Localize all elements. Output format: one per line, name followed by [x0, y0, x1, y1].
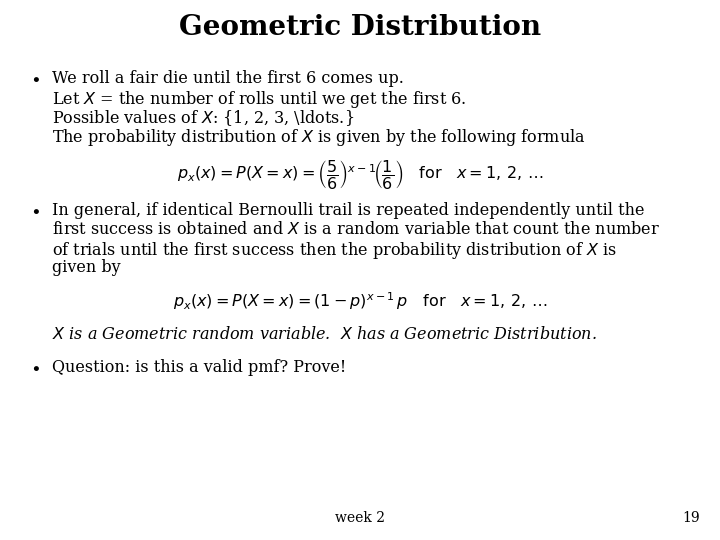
Text: of trials until the first success then the probability distribution of $X$ is: of trials until the first success then t… — [52, 240, 616, 261]
Text: week 2: week 2 — [335, 511, 385, 525]
Text: Let $X$ = the number of rolls until we get the first 6.: Let $X$ = the number of rolls until we g… — [52, 89, 467, 110]
Text: Question: is this a valid pmf? Prove!: Question: is this a valid pmf? Prove! — [52, 359, 346, 376]
Text: first success is obtained and $X$ is a random variable that count the number: first success is obtained and $X$ is a r… — [52, 221, 660, 238]
Text: $\bullet$: $\bullet$ — [30, 70, 40, 87]
Text: Geometric Distribution: Geometric Distribution — [179, 14, 541, 41]
Text: We roll a fair die until the first 6 comes up.: We roll a fair die until the first 6 com… — [52, 70, 404, 87]
Text: $p_x(x) = P(X=x) = \left(\dfrac{5}{6}\right)^{x-1}\!\left(\dfrac{1}{6}\right)$$\: $p_x(x) = P(X=x) = \left(\dfrac{5}{6}\ri… — [176, 158, 544, 191]
Text: In general, if identical Bernoulli trail is repeated independently until the: In general, if identical Bernoulli trail… — [52, 202, 644, 219]
Text: The probability distribution of $X$ is given by the following formula: The probability distribution of $X$ is g… — [52, 127, 585, 148]
Text: $\bullet$: $\bullet$ — [30, 359, 40, 376]
Text: $\bullet$: $\bullet$ — [30, 202, 40, 219]
Text: given by: given by — [52, 259, 121, 276]
Text: 19: 19 — [683, 511, 700, 525]
Text: Possible values of $X$: {1, 2, 3, \ldots.}: Possible values of $X$: {1, 2, 3, \ldots… — [52, 108, 354, 128]
Text: $p_x(x) = P(X=x) = (1-p)^{x-1}\, p$$\quad \mathrm{for} \quad x = 1,\, 2,\, \ldot: $p_x(x) = P(X=x) = (1-p)^{x-1}\, p$$\qua… — [173, 290, 547, 312]
Text: $X$ is a Geometric random variable.  $X$ has a Geometric Distribution.: $X$ is a Geometric random variable. $X$ … — [52, 326, 597, 343]
